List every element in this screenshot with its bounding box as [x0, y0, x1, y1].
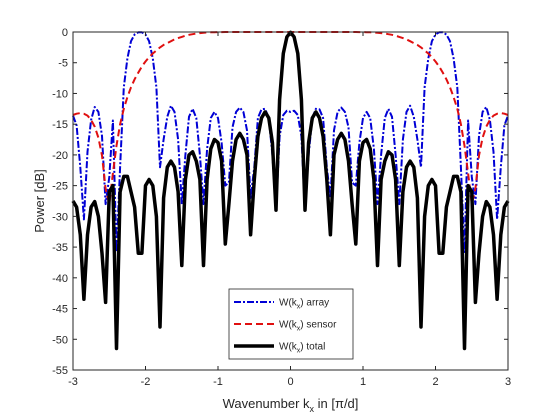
legend-label-subscript: x — [297, 348, 301, 355]
x-tick-label: -3 — [68, 376, 78, 388]
y-tick-label: -40 — [52, 273, 68, 285]
x-tick-label: -1 — [213, 376, 223, 388]
y-tick-label: -10 — [52, 88, 68, 100]
legend-label-1: W(kx) sensor — [279, 320, 337, 333]
legend-label-main: W(k — [279, 298, 298, 309]
legend-label-subscript: x — [297, 326, 301, 333]
x-tick-label: 0 — [287, 376, 293, 388]
y-tick-label: 0 — [62, 27, 68, 39]
y-tick-label: -30 — [52, 211, 68, 223]
x-tick-label: 2 — [432, 376, 438, 388]
x-tick-label: 1 — [360, 376, 366, 388]
x-axis-label: Wavenumber kx in [π/d] — [223, 396, 359, 414]
legend-label-main: W(k — [279, 342, 298, 353]
y-tick-label: -50 — [52, 334, 68, 346]
y-tick-label: -35 — [52, 242, 68, 254]
y-tick-label: -55 — [52, 365, 68, 377]
x-axis-label-unit: in [π/d] — [314, 396, 358, 411]
y-axis-label: Power [dB] — [32, 169, 47, 233]
y-tick-label: -15 — [52, 119, 68, 131]
legend-label-tail: ) sensor — [300, 320, 337, 331]
legend-label-tail: ) total — [300, 342, 325, 353]
y-tick-label: -25 — [52, 181, 68, 193]
y-tick-label: -5 — [58, 58, 68, 70]
x-axis-label-main: Wavenumber k — [223, 396, 310, 411]
y-tick-label: -20 — [52, 150, 68, 162]
x-tick-label: 3 — [505, 376, 511, 388]
x-axis-ticks: -3 -2 -1 0 1 2 3 — [68, 32, 511, 388]
legend-label-subscript: x — [297, 304, 301, 311]
legend-label-2: W(kx) total — [279, 342, 325, 355]
legend-label-main: W(k — [279, 320, 298, 331]
y-tick-label: -45 — [52, 304, 68, 316]
legend-label-tail: ) array — [300, 298, 329, 309]
x-tick-label: -2 — [141, 376, 151, 388]
x-axis-label-subscript: x — [310, 404, 315, 414]
y-axis-ticks: 0 -5 -10 -15 -20 -25 -30 -35 -40 -45 -50 -55 — [52, 27, 508, 377]
legend-label-0: W(kx) array — [279, 298, 329, 311]
